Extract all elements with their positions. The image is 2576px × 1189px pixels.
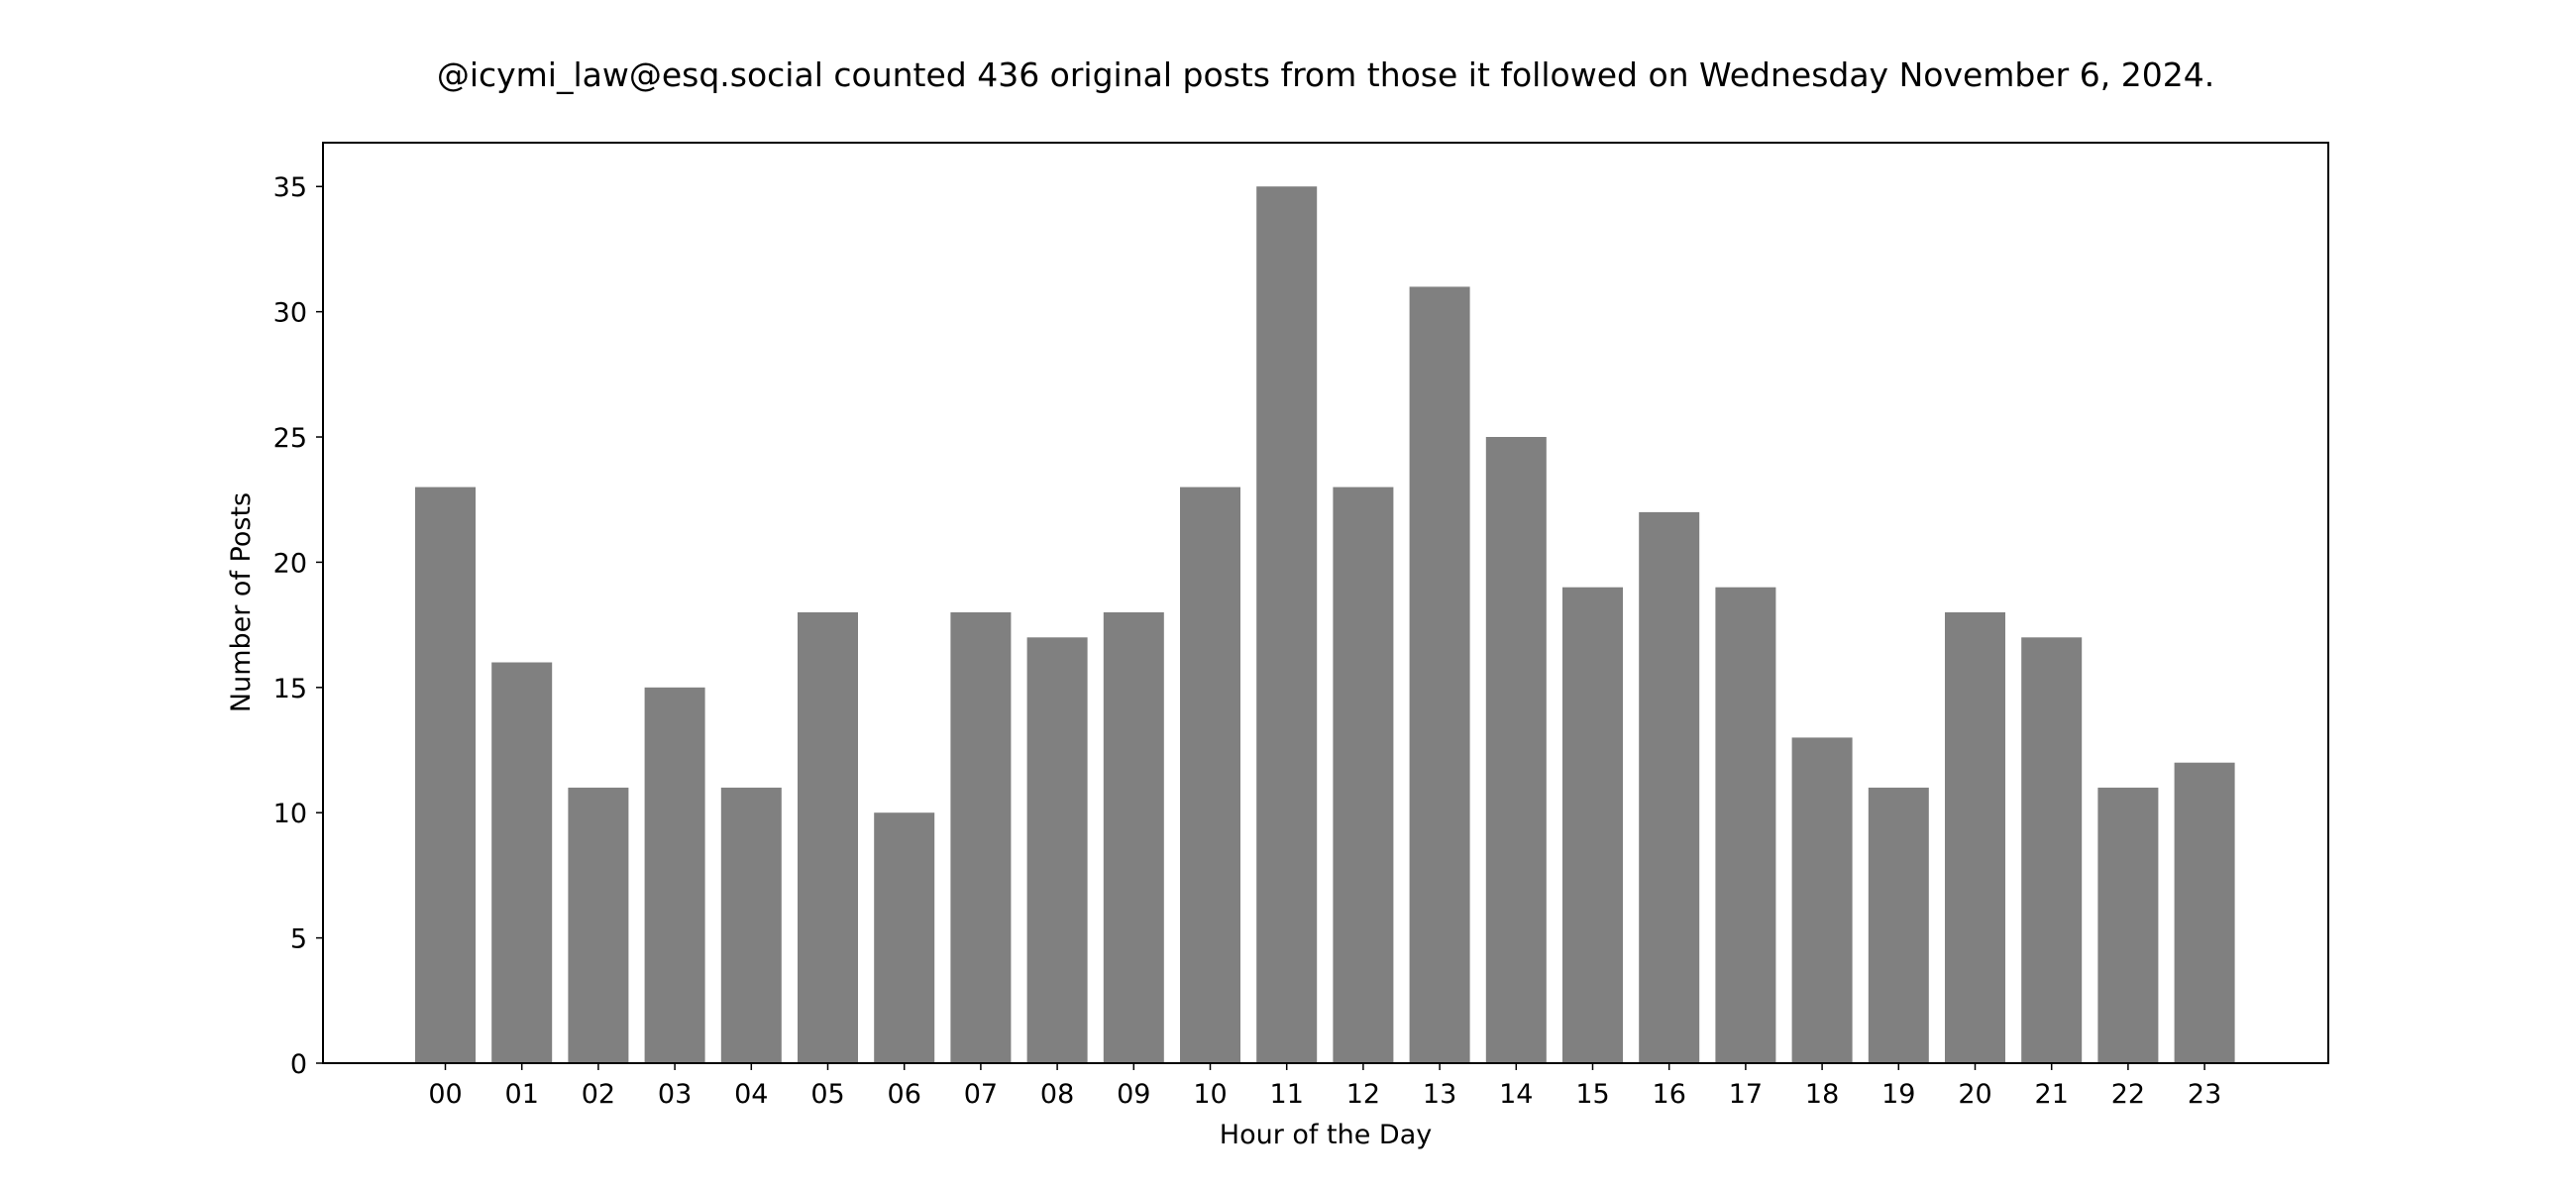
bar-00 — [415, 486, 476, 1064]
x-tick-label: 20 — [1958, 1079, 1991, 1110]
x-tick-label: 17 — [1729, 1079, 1763, 1110]
bars — [415, 186, 2235, 1064]
bar-17 — [1715, 587, 1776, 1063]
x-tick-label: 21 — [2035, 1079, 2069, 1110]
bar-16 — [1639, 511, 1700, 1063]
y-tick-label: 0 — [290, 1049, 307, 1080]
x-tick-label: 13 — [1423, 1079, 1456, 1110]
x-tick-label: 22 — [2111, 1079, 2145, 1110]
x-tick-label: 19 — [1881, 1079, 1915, 1110]
bar-06 — [874, 812, 935, 1063]
bar-02 — [568, 787, 629, 1063]
bar-10 — [1180, 486, 1240, 1064]
bar-19 — [1868, 787, 1929, 1063]
bar-21 — [2021, 637, 2083, 1063]
y-tick-label: 10 — [273, 799, 307, 829]
x-tick-label: 14 — [1499, 1079, 1533, 1110]
bar-07 — [950, 612, 1012, 1063]
y-tick-label: 20 — [273, 548, 307, 579]
bar-04 — [720, 787, 782, 1063]
x-tick-label: 03 — [658, 1079, 692, 1110]
y-tick-label: 5 — [290, 924, 307, 955]
x-tick-label: 06 — [888, 1079, 921, 1110]
x-tick-label: 02 — [582, 1079, 615, 1110]
y-tick-label: 25 — [273, 423, 307, 454]
y-axis-ticks: 0 5 10 15 20 25 30 35 — [273, 172, 323, 1080]
y-tick-label: 30 — [273, 298, 307, 329]
bar-09 — [1103, 612, 1164, 1063]
bar-01 — [491, 662, 553, 1063]
bar-20 — [1945, 612, 2005, 1063]
bar-22 — [2097, 787, 2159, 1063]
bar-23 — [2174, 762, 2235, 1063]
bar-11 — [1256, 186, 1318, 1063]
x-tick-label: 18 — [1805, 1079, 1839, 1110]
x-axis-label: Hour of the Day — [1220, 1120, 1432, 1150]
bar-08 — [1026, 637, 1088, 1063]
x-tick-label: 01 — [505, 1079, 539, 1110]
x-axis-ticks: 00 01 02 03 04 05 06 07 08 09 10 11 12 13 14 15 16 17 18 19… — [428, 1063, 2221, 1110]
x-tick-label: 05 — [810, 1079, 844, 1110]
plot-frame — [322, 142, 2329, 1064]
chart-title: @icymi_law@esq.social counted 436 origin… — [437, 55, 2214, 94]
x-tick-label: 11 — [1270, 1079, 1304, 1110]
x-tick-label: 08 — [1040, 1079, 1074, 1110]
x-tick-label: 23 — [2188, 1079, 2221, 1110]
y-tick-label: 15 — [273, 674, 307, 704]
x-tick-label: 15 — [1575, 1079, 1609, 1110]
bar-05 — [798, 612, 858, 1063]
x-tick-label: 07 — [964, 1079, 998, 1110]
x-tick-label: 10 — [1193, 1079, 1227, 1110]
x-tick-label: 09 — [1117, 1079, 1150, 1110]
y-tick-label: 35 — [273, 172, 307, 203]
bar-14 — [1485, 437, 1547, 1063]
bar-18 — [1791, 737, 1853, 1063]
bar-03 — [644, 687, 705, 1063]
y-axis-label: Number of Posts — [226, 492, 257, 712]
x-tick-label: 04 — [734, 1079, 768, 1110]
bar-12 — [1333, 486, 1394, 1064]
x-tick-label: 16 — [1653, 1079, 1686, 1110]
bar-15 — [1562, 587, 1623, 1063]
bar-13 — [1409, 286, 1470, 1063]
x-tick-label: 12 — [1346, 1079, 1380, 1110]
x-tick-label: 00 — [428, 1079, 462, 1110]
